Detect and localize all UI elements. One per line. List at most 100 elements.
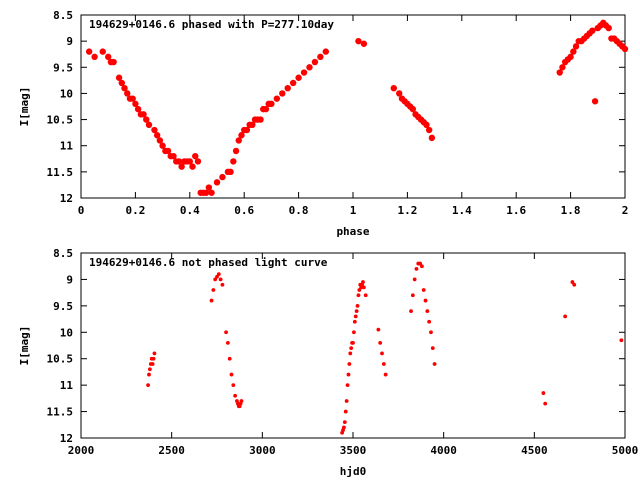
y-axis-label: I[mag] (18, 87, 31, 127)
data-point (178, 163, 185, 170)
data-point (220, 282, 225, 287)
data-point (243, 126, 251, 134)
data-point (110, 58, 117, 66)
data-point (124, 90, 131, 97)
data-point (425, 126, 433, 134)
x-tick-label: 1.2 (397, 204, 417, 217)
data-point (164, 147, 172, 155)
x-tick-label: 0 (78, 204, 85, 217)
y-tick-label: 12 (60, 432, 73, 445)
data-point (156, 137, 164, 144)
y-tick-label: 11.5 (47, 166, 74, 179)
data-point (186, 158, 193, 165)
data-point (412, 277, 417, 282)
x-tick-label: 5000 (612, 444, 639, 457)
phased-light-curve-panel: 0 0.2 0.4 0.6 0.8 1 1.2 1.4 1.6 1.8 2 8.5 9 9.5 10 10.5… (18, 9, 628, 238)
data-point (268, 100, 275, 108)
data-point (425, 309, 430, 314)
data-point (311, 58, 319, 66)
data-point (572, 282, 577, 287)
data-point (238, 132, 245, 139)
data-point (192, 152, 199, 160)
data-point (570, 280, 575, 284)
y-tick-label: 9 (66, 35, 73, 48)
data-point (115, 74, 123, 81)
data-point (225, 340, 230, 345)
x-tick-label: 3500 (340, 444, 367, 457)
x-tick-label: 0.4 (180, 204, 200, 217)
data-point (257, 116, 264, 123)
x-tick-label: 1.4 (452, 204, 472, 217)
y-tick-label: 8.5 (53, 247, 73, 260)
data-point (409, 309, 413, 314)
data-point (231, 383, 236, 388)
data-point (567, 53, 574, 61)
y-tick-label: 9.5 (53, 300, 73, 313)
data-point (213, 179, 221, 186)
data-point (249, 121, 256, 128)
y-tick-label: 10.5 (47, 114, 74, 127)
data-point (559, 64, 566, 71)
data-point (572, 43, 580, 50)
data-point (202, 189, 210, 196)
data-point (219, 173, 226, 181)
y-tick-label: 11.5 (47, 406, 74, 419)
data-point (347, 362, 352, 366)
data-point (146, 383, 150, 388)
data-point (273, 95, 281, 102)
data-point (430, 346, 435, 351)
data-point (209, 298, 214, 303)
data-point (355, 37, 362, 45)
x-axis-label: hjd0 (340, 465, 367, 478)
data-point (352, 319, 357, 324)
data-point (414, 266, 419, 271)
data-point (224, 330, 228, 335)
data-point (147, 372, 151, 377)
data-point (351, 340, 355, 345)
data-point (432, 362, 437, 366)
data-point (132, 100, 139, 108)
x-tick-label: 1.6 (506, 204, 526, 217)
data-point (589, 27, 596, 34)
data-point (619, 338, 624, 343)
data-point (262, 105, 270, 113)
data-point (390, 85, 397, 92)
y-tick-label: 9.5 (53, 61, 73, 74)
x-tick-label: 4500 (521, 444, 548, 457)
data-point (150, 362, 155, 366)
data-point (289, 79, 297, 87)
data-point (140, 111, 147, 118)
data-point (211, 288, 216, 292)
data-point (218, 277, 223, 282)
data-point (284, 85, 291, 92)
data-point (118, 79, 126, 87)
y-tick-label: 12 (60, 192, 73, 205)
data-point (85, 48, 93, 55)
data-point (99, 48, 106, 55)
data-point (239, 399, 244, 403)
data-point (229, 372, 234, 377)
y-tick-label: 11 (60, 140, 74, 153)
data-point (129, 95, 136, 102)
data-point (343, 409, 348, 414)
data-point (213, 277, 218, 282)
data-point (563, 314, 568, 319)
x-axis-label: phase (336, 225, 369, 238)
x-tick-label: 2 (622, 204, 629, 217)
data-point (208, 189, 215, 196)
data-point (91, 53, 98, 61)
data-point (591, 98, 599, 105)
data-point (380, 351, 384, 356)
data-point (306, 64, 313, 71)
data-point (363, 293, 368, 298)
data-point (121, 85, 128, 92)
data-point (356, 293, 361, 298)
data-point (541, 391, 546, 395)
data-point (230, 158, 237, 165)
data-point (396, 90, 403, 97)
data-point (361, 280, 365, 284)
data-point (344, 399, 349, 403)
data-point (322, 48, 329, 55)
data-point (429, 330, 433, 335)
